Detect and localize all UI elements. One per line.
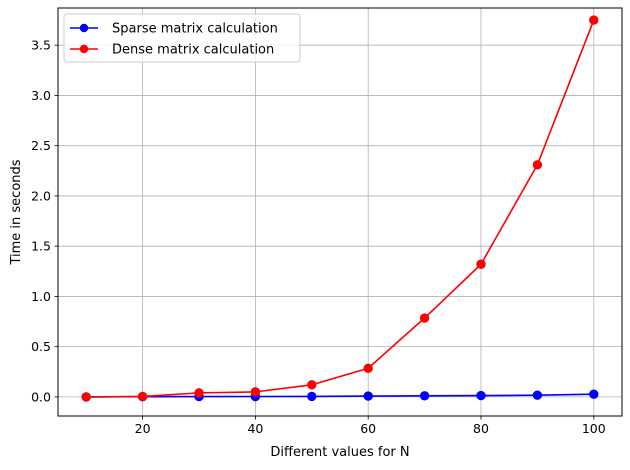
legend-box	[63, 13, 301, 63]
data-point	[532, 390, 543, 400]
y-tick-label: 1.5	[31, 239, 51, 254]
x-tick-label: 100	[582, 421, 606, 436]
y-tick-label: 3.5	[31, 38, 51, 53]
data-point	[532, 160, 543, 170]
data-point	[476, 259, 486, 269]
grid-lines	[58, 8, 622, 416]
x-axis-label: Different values for N	[270, 445, 409, 460]
data-point	[307, 380, 317, 390]
series-layer	[81, 15, 599, 402]
legend: Sparse matrix calculation Dense matrix ca…	[63, 13, 301, 63]
x-tick-label: 20	[135, 421, 151, 436]
plot-frame	[57, 7, 623, 417]
y-axis-label: Time in seconds	[9, 159, 24, 265]
data-point	[81, 392, 91, 402]
legend-swatch-marker	[79, 44, 89, 54]
data-point	[137, 391, 148, 402]
data-point	[363, 363, 373, 373]
legend-label: Dense matrix calculation	[112, 43, 274, 58]
data-point	[363, 391, 373, 401]
y-tick-label: 3.0	[31, 88, 51, 103]
y-tick-label: 2.0	[31, 188, 51, 203]
data-point	[476, 390, 486, 401]
y-tick-label: 2.5	[31, 138, 51, 153]
legend-label: Sparse matrix calculation	[112, 22, 278, 37]
axis-ticks: 20 40 60 80 100 0.0 0.5 1.0 1.5 2.0 2.5 3.0 3.5	[31, 38, 606, 436]
data-point	[589, 389, 599, 399]
y-tick-label: 1.0	[31, 289, 51, 304]
series-line-0	[86, 393, 594, 398]
series-line-1	[86, 19, 595, 398]
x-tick-label: 80	[473, 421, 489, 436]
x-tick-label: 60	[360, 421, 376, 436]
x-tick-label: 40	[247, 421, 263, 436]
data-point	[419, 313, 430, 323]
data-point	[307, 391, 317, 402]
data-point	[589, 15, 599, 25]
data-point	[194, 388, 204, 398]
legend-swatch-marker	[79, 23, 89, 33]
data-point	[250, 387, 261, 397]
y-tick-label: 0.5	[31, 339, 51, 354]
data-point	[419, 391, 430, 401]
y-tick-label: 0.0	[31, 389, 51, 404]
